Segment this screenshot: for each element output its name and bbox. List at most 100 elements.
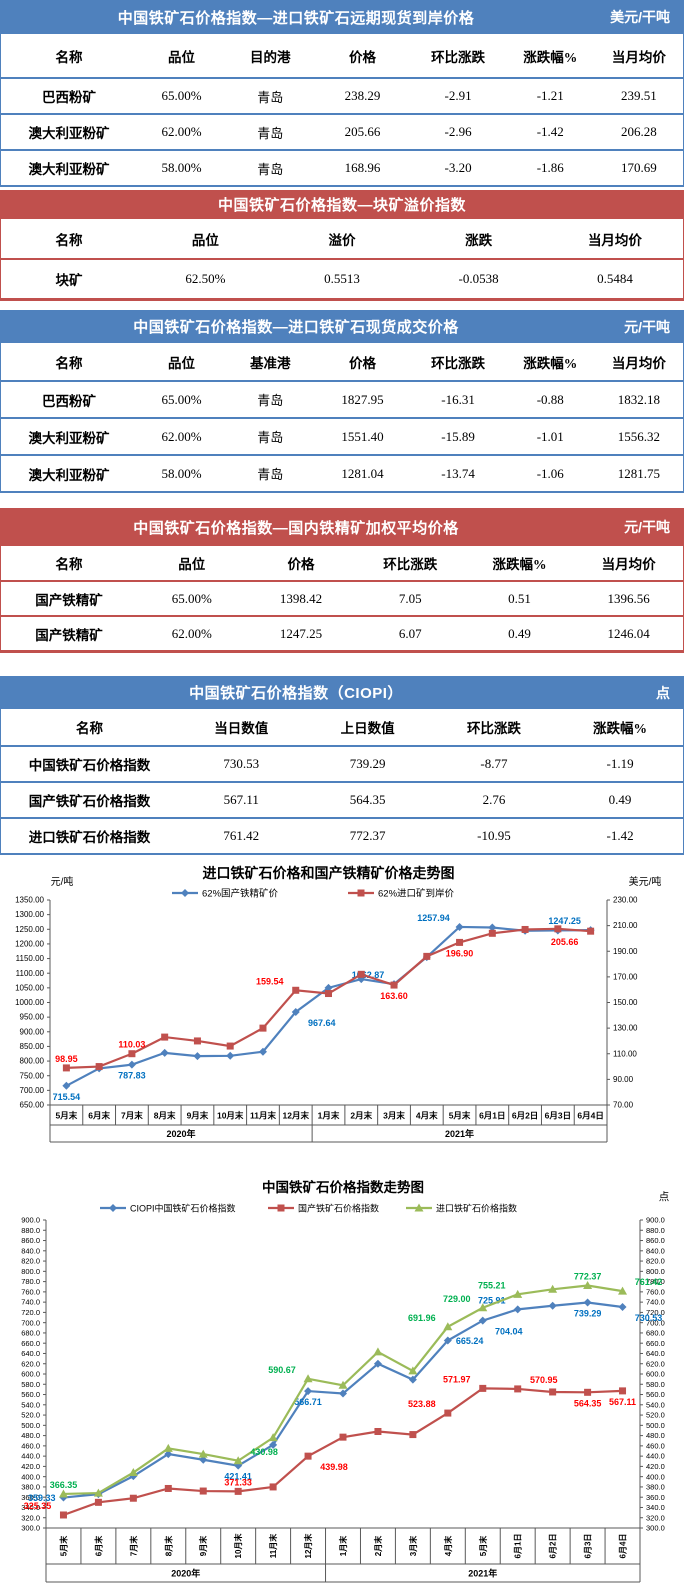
data-label: 110.03	[118, 1040, 145, 1050]
x-category-label: 6月2日	[512, 1111, 538, 1121]
right-tick-label: 440.0	[646, 1452, 665, 1461]
column-header: 当月均价	[546, 219, 684, 260]
data-label: 570.95	[530, 1375, 558, 1385]
value-cell: 62.50%	[137, 259, 274, 301]
value-cell: 1247.25	[246, 616, 356, 653]
right-tick-label: 230.00	[613, 896, 638, 905]
right-tick-label: 460.0	[646, 1441, 665, 1450]
x-category-label: 7月末	[128, 1536, 138, 1556]
left-tick-label: 540.0	[21, 1400, 40, 1409]
data-label: 205.66	[551, 937, 579, 947]
row-name-cell: 国产铁精矿	[0, 616, 138, 653]
x-category-label: 11月末	[268, 1534, 278, 1558]
x-category-label: 12月末	[283, 1111, 310, 1121]
left-tick-label: 1100.00	[16, 969, 45, 978]
x-category-label: 4月末	[443, 1536, 453, 1556]
right-tick-label: 700.0	[646, 1318, 665, 1327]
table-domestic-concentrate-price: 中国铁矿石价格指数—国内铁精矿加权平均价格 元/干吨 名称 品位 价格 环比涨跌 涨跌幅% 当…	[0, 508, 684, 653]
value-cell: 62.00%	[137, 616, 247, 653]
left-tick-label: 600.0	[21, 1370, 40, 1379]
left-tick-label: 460.0	[21, 1441, 40, 1450]
left-tick-label: 820.0	[21, 1257, 40, 1266]
x-category-label: 9月末	[187, 1111, 209, 1121]
value-cell: 青岛	[225, 150, 315, 187]
right-tick-label: 210.00	[613, 921, 638, 930]
data-table: 名称 当日数值 上日数值 环比涨跌 涨跌幅% 中国铁矿石价格指数 730.53 739.29-…	[0, 709, 684, 855]
data-label: 1247.25	[548, 916, 581, 926]
table-row: 澳大利亚粉矿 62.00% 青岛 1551.40 -15.89 -1.01 1556.32	[0, 418, 684, 456]
left-tick-label: 360.0	[21, 1493, 40, 1502]
data-label: 98.95	[55, 1054, 78, 1064]
table-title: 中国铁矿石价格指数—国内铁精矿加权平均价格	[133, 519, 459, 537]
row-name-cell: 国产铁精矿	[0, 581, 138, 617]
table-row: 进口铁矿石价格指数 761.42 772.37 -10.95 -1.42	[0, 818, 684, 855]
left-axis-unit: 元/吨	[51, 875, 74, 888]
right-tick-label: 150.00	[613, 998, 638, 1007]
data-label: 590.67	[268, 1365, 296, 1375]
column-header: 名称	[0, 34, 138, 79]
data-label: 1257.94	[417, 913, 450, 923]
x-category-label: 1月末	[338, 1536, 348, 1556]
column-header: 涨跌幅%	[464, 546, 575, 582]
row-name-cell: 澳大利亚粉矿	[0, 418, 138, 456]
right-tick-label: 580.0	[646, 1380, 665, 1389]
column-header: 涨跌	[410, 219, 547, 260]
table-row: 国产铁精矿 62.00% 1247.25 6.07 0.49 1246.04	[0, 616, 684, 653]
value-cell: 0.49	[557, 782, 684, 819]
x-category-label: 6月3日	[584, 1534, 593, 1559]
value-cell: 2.76	[430, 782, 558, 819]
value-cell: 0.5484	[546, 259, 684, 301]
table-title-band: 中国铁矿石价格指数—国内铁精矿加权平均价格 元/干吨	[0, 508, 684, 546]
value-cell: -1.42	[505, 114, 595, 151]
value-cell: -0.0538	[410, 259, 547, 301]
left-tick-label: 1200.00	[15, 940, 44, 949]
data-label: 523.88	[408, 1399, 436, 1409]
column-header: 品位	[137, 546, 247, 582]
table-import-spot-transaction-price: 中国铁矿石价格指数—进口铁矿石现货成交价格 元/干吨 名称 品位 基准港 价格 环比涨跌 涨跌…	[0, 310, 684, 493]
column-header: 环比涨跌	[410, 34, 506, 79]
x-category-label: 3月末	[383, 1111, 405, 1121]
year-group-label: 2020年	[167, 1128, 196, 1139]
value-cell: 62.00%	[137, 418, 226, 456]
x-category-label: 2月末	[350, 1111, 372, 1121]
data-label: 196.90	[446, 948, 474, 958]
data-table: 名称 品位 价格 环比涨跌 涨跌幅% 当月均价 国产铁精矿 65.00% 1398.42 7.05…	[0, 546, 684, 653]
table-title: 中国铁矿石价格指数—进口铁矿石现货成交价格	[133, 319, 459, 336]
x-category-label: 6月3日	[545, 1111, 571, 1121]
left-tick-label: 440.0	[21, 1452, 40, 1461]
value-cell: 65.00%	[137, 581, 247, 617]
left-tick-label: 1300.00	[15, 910, 44, 919]
left-tick-label: 420.0	[21, 1462, 40, 1471]
value-cell: -0.88	[505, 381, 595, 419]
year-group-label: 2020年	[171, 1568, 200, 1579]
x-category-label: 6月末	[93, 1536, 103, 1556]
data-label: 772.37	[574, 1272, 602, 1282]
data-label: 691.96	[408, 1313, 436, 1323]
data-label: 761.42	[635, 1277, 663, 1287]
value-cell: 0.51	[464, 581, 575, 617]
left-tick-label: 1000.00	[15, 998, 44, 1007]
x-category-label: 6月4日	[577, 1111, 603, 1121]
table-title-band: 中国铁矿石价格指数（CIOPI） 点	[0, 676, 684, 709]
x-category-label: 4月末	[416, 1111, 438, 1121]
left-tick-label: 400.0	[21, 1472, 40, 1481]
value-cell: 1281.04	[314, 455, 411, 493]
value-cell: -13.74	[410, 455, 506, 493]
value-cell: 1827.95	[314, 381, 411, 419]
left-tick-label: 640.0	[21, 1349, 40, 1358]
data-label: 787.83	[118, 1071, 146, 1081]
table-title-band: 中国铁矿石价格指数—进口铁矿石现货成交价格 元/干吨	[0, 310, 684, 343]
left-tick-label: 800.0	[21, 1267, 40, 1276]
row-name-cell: 巴西粉矿	[0, 78, 138, 115]
column-header: 当日数值	[178, 709, 305, 747]
right-tick-label: 320.0	[646, 1513, 665, 1522]
right-tick-label: 860.0	[646, 1236, 665, 1245]
left-tick-label: 680.0	[21, 1329, 40, 1338]
value-cell: -1.01	[505, 418, 595, 456]
x-category-label: 1月末	[318, 1111, 340, 1121]
right-tick-label: 170.00	[613, 972, 638, 981]
value-cell: -1.86	[505, 150, 595, 187]
left-tick-label: 800.00	[20, 1057, 45, 1066]
right-tick-label: 800.0	[646, 1267, 665, 1276]
